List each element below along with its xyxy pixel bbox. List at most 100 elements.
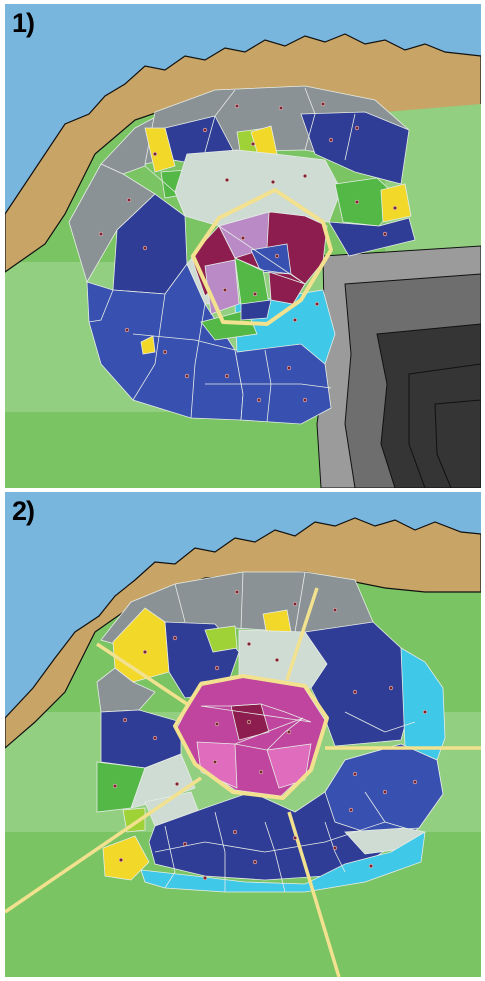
voronoi-map-2 xyxy=(5,492,481,977)
sample-point xyxy=(184,373,190,379)
sample-point xyxy=(252,291,258,297)
voronoi-cell xyxy=(102,835,150,881)
sample-point xyxy=(224,373,230,379)
voronoi-cell xyxy=(380,183,412,223)
sample-point xyxy=(252,859,258,865)
sample-point xyxy=(174,781,180,787)
sample-point xyxy=(182,841,188,847)
voronoi-cell xyxy=(204,625,238,653)
cell-boundaries xyxy=(88,87,356,423)
sample-point xyxy=(240,235,246,241)
cell-boundary xyxy=(164,825,176,889)
sea-area xyxy=(5,492,481,718)
sample-point xyxy=(126,197,132,203)
sample-point xyxy=(98,231,104,237)
map-panel-2: 2) xyxy=(5,492,481,977)
voronoi-cell xyxy=(144,127,176,173)
focus-zone-outline xyxy=(173,674,329,800)
cell-boundary xyxy=(233,717,304,751)
cell-boundary xyxy=(205,383,332,389)
sample-point xyxy=(246,719,252,725)
sample-point xyxy=(354,199,360,205)
cell-boundary xyxy=(200,703,312,723)
cell-boundary xyxy=(217,224,306,285)
sample-point xyxy=(274,657,280,663)
voronoi-cell xyxy=(300,111,410,185)
sample-point xyxy=(382,231,388,237)
cell-boundary xyxy=(174,583,186,623)
sample-point xyxy=(320,101,326,107)
cell-boundary xyxy=(294,571,306,633)
cell-boundary xyxy=(144,165,186,217)
cell-boundary xyxy=(240,571,244,629)
sector-line xyxy=(5,776,202,914)
voronoi-map-1 xyxy=(5,4,481,488)
sample-point xyxy=(234,589,240,595)
sample-point xyxy=(348,807,354,813)
relief-zone-inner xyxy=(376,323,481,488)
sample-point xyxy=(270,179,276,185)
map-panel-1: 1) xyxy=(5,4,481,488)
sample-point xyxy=(124,327,130,333)
cell-boundary xyxy=(344,711,416,733)
sample-point xyxy=(142,649,148,655)
cell-boundary xyxy=(204,89,236,153)
sample-point xyxy=(232,829,238,835)
sample-point xyxy=(212,759,218,765)
sample-point xyxy=(224,177,230,183)
cell-boundary xyxy=(264,821,286,893)
sample-point xyxy=(274,253,280,259)
sample-point xyxy=(172,635,178,641)
voronoi-cell xyxy=(174,149,342,227)
cell-boundary xyxy=(88,289,114,323)
sample-point xyxy=(314,301,320,307)
sample-point xyxy=(142,245,148,251)
sector-line xyxy=(287,811,341,977)
sector-line xyxy=(96,642,188,706)
voronoi-cell xyxy=(240,299,272,321)
sample-point xyxy=(292,835,298,841)
sample-point xyxy=(152,735,158,741)
sample-points xyxy=(112,589,428,881)
sample-point xyxy=(352,771,358,777)
sample-point xyxy=(202,875,208,881)
sample-point xyxy=(152,151,158,157)
voronoi-cells xyxy=(68,85,416,425)
sample-point xyxy=(332,845,338,851)
sample-point xyxy=(234,103,240,109)
panel-label-1: 1) xyxy=(12,8,35,38)
sample-point xyxy=(118,857,124,863)
sample-point xyxy=(286,729,292,735)
voronoi-cell xyxy=(140,335,156,355)
sample-point xyxy=(250,141,256,147)
cell-boundary xyxy=(324,821,346,873)
sample-points xyxy=(98,101,398,403)
voronoi-cell xyxy=(324,743,444,833)
voronoi-cell xyxy=(196,741,238,789)
sample-point xyxy=(352,689,358,695)
cell-boundary xyxy=(154,821,386,853)
sample-point xyxy=(246,641,252,647)
relief-contour-high xyxy=(408,363,481,488)
voronoi-cell xyxy=(140,831,426,893)
focus-zone-outline xyxy=(191,188,333,326)
voronoi-cell xyxy=(304,621,416,747)
sample-point xyxy=(422,709,428,715)
sample-point xyxy=(382,789,388,795)
sample-point xyxy=(302,397,308,403)
sample-point xyxy=(256,397,262,403)
cell-boundary xyxy=(132,333,236,351)
focus-zone-cells xyxy=(176,675,326,797)
cell-boundary xyxy=(190,303,206,419)
sample-point xyxy=(292,601,298,607)
sample-point xyxy=(258,769,264,775)
panel-label-2: 2) xyxy=(12,496,35,526)
relief-contours xyxy=(316,245,481,488)
sector-line xyxy=(285,587,319,681)
voronoi-cell xyxy=(266,743,312,789)
sample-point xyxy=(388,685,394,691)
sample-point xyxy=(112,783,118,789)
sample-point xyxy=(292,317,298,323)
sample-point xyxy=(368,863,374,869)
sample-point xyxy=(302,173,308,179)
